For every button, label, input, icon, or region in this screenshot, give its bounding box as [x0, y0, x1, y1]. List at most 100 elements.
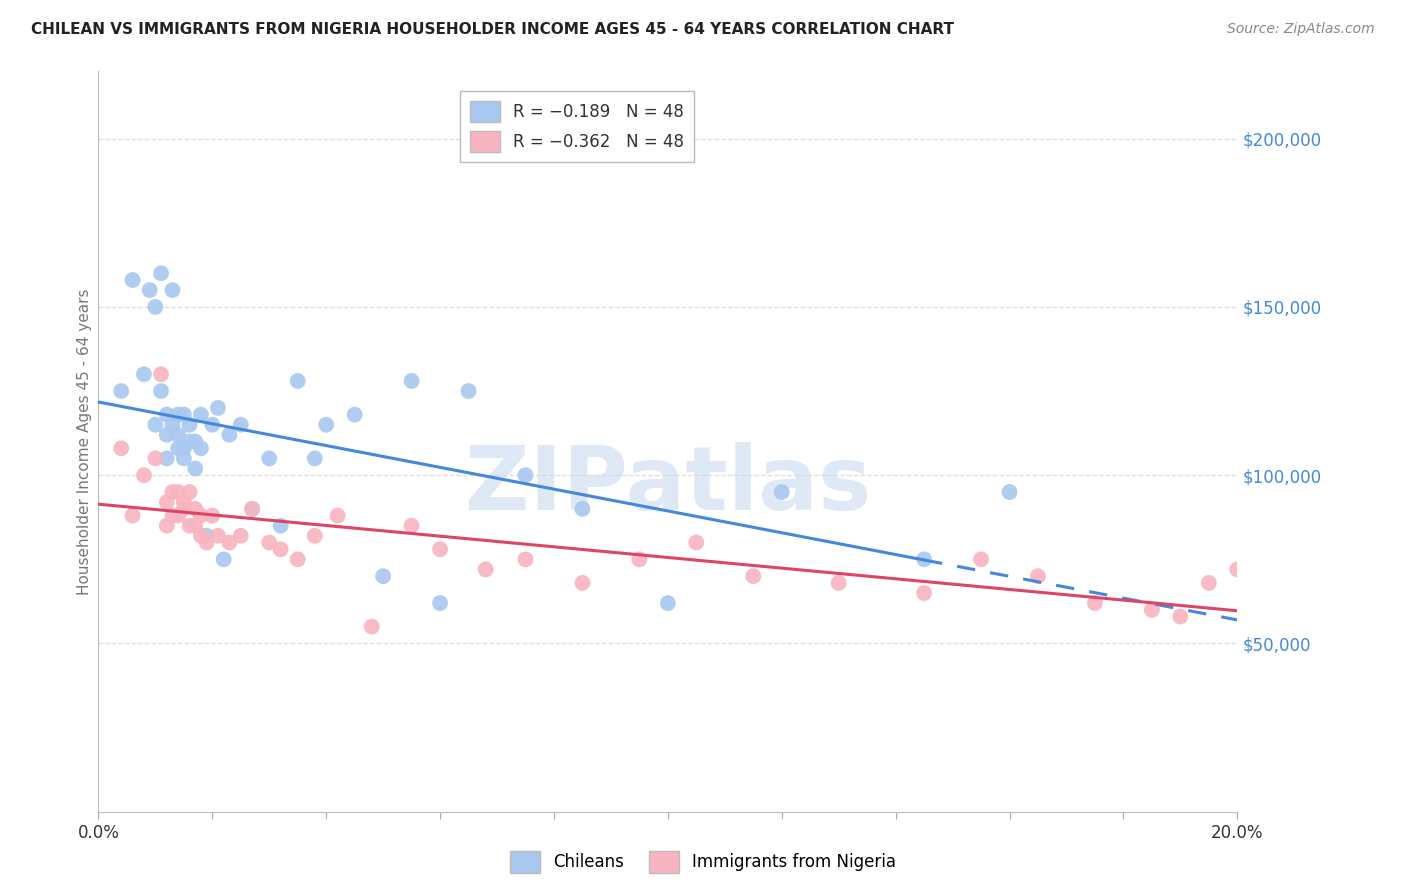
Point — [145, 417, 167, 432]
Point — [162, 283, 184, 297]
Point — [207, 401, 229, 415]
Point — [145, 300, 167, 314]
Point — [770, 485, 793, 500]
Point — [474, 562, 496, 576]
Point — [121, 508, 143, 523]
Point — [184, 461, 207, 475]
Point — [167, 442, 190, 456]
Point — [240, 501, 263, 516]
Point — [167, 408, 190, 422]
Point — [156, 408, 179, 422]
Point — [179, 434, 201, 449]
Point — [167, 508, 190, 523]
Point — [457, 384, 479, 398]
Y-axis label: Householder Income Ages 45 - 64 years: Householder Income Ages 45 - 64 years — [77, 288, 91, 595]
Point — [628, 552, 651, 566]
Point — [132, 368, 155, 382]
Point — [179, 518, 201, 533]
Point — [207, 529, 229, 543]
Point — [156, 518, 179, 533]
Point — [571, 575, 593, 590]
Point — [212, 552, 235, 566]
Point — [173, 451, 195, 466]
Point — [1026, 569, 1049, 583]
Point — [145, 451, 167, 466]
Point — [401, 374, 423, 388]
Text: Source: ZipAtlas.com: Source: ZipAtlas.com — [1227, 22, 1375, 37]
Point — [167, 427, 190, 442]
Point — [150, 266, 173, 280]
Point — [515, 468, 537, 483]
Point — [173, 501, 195, 516]
Point — [201, 508, 224, 523]
Legend: R = −0.189   N = 48, R = −0.362   N = 48: R = −0.189 N = 48, R = −0.362 N = 48 — [460, 91, 695, 162]
Point — [150, 384, 173, 398]
Point — [970, 552, 993, 566]
Point — [167, 485, 190, 500]
Point — [190, 408, 212, 422]
Point — [156, 495, 179, 509]
Point — [138, 283, 160, 297]
Point — [110, 442, 132, 456]
Point — [259, 535, 281, 549]
Point — [326, 508, 349, 523]
Point — [343, 408, 366, 422]
Point — [657, 596, 679, 610]
Point — [162, 508, 184, 523]
Point — [912, 586, 935, 600]
Point — [150, 368, 173, 382]
Point — [121, 273, 143, 287]
Point — [156, 451, 179, 466]
Point — [304, 529, 326, 543]
Point — [184, 518, 207, 533]
Legend: Chileans, Immigrants from Nigeria: Chileans, Immigrants from Nigeria — [503, 845, 903, 880]
Point — [201, 417, 224, 432]
Point — [190, 508, 212, 523]
Point — [270, 542, 292, 557]
Point — [229, 529, 252, 543]
Point — [998, 485, 1021, 500]
Point — [287, 552, 309, 566]
Point — [173, 495, 195, 509]
Point — [162, 485, 184, 500]
Point — [1084, 596, 1107, 610]
Point — [156, 427, 179, 442]
Point — [195, 529, 218, 543]
Point — [184, 501, 207, 516]
Point — [270, 518, 292, 533]
Point — [373, 569, 395, 583]
Point — [571, 501, 593, 516]
Point — [240, 501, 263, 516]
Point — [190, 529, 212, 543]
Point — [515, 552, 537, 566]
Point — [828, 575, 851, 590]
Point — [1140, 603, 1163, 617]
Point — [162, 417, 184, 432]
Point — [173, 442, 195, 456]
Point — [742, 569, 765, 583]
Point — [304, 451, 326, 466]
Point — [287, 374, 309, 388]
Point — [360, 619, 382, 633]
Point — [1198, 575, 1220, 590]
Point — [195, 535, 218, 549]
Point — [190, 442, 212, 456]
Text: ZIPatlas: ZIPatlas — [465, 442, 870, 530]
Point — [401, 518, 423, 533]
Point — [429, 596, 451, 610]
Point — [218, 427, 240, 442]
Point — [110, 384, 132, 398]
Point — [173, 408, 195, 422]
Text: CHILEAN VS IMMIGRANTS FROM NIGERIA HOUSEHOLDER INCOME AGES 45 - 64 YEARS CORRELA: CHILEAN VS IMMIGRANTS FROM NIGERIA HOUSE… — [31, 22, 953, 37]
Point — [179, 485, 201, 500]
Point — [184, 434, 207, 449]
Point — [429, 542, 451, 557]
Point — [1226, 562, 1249, 576]
Point — [179, 417, 201, 432]
Point — [315, 417, 337, 432]
Point — [685, 535, 707, 549]
Point — [132, 468, 155, 483]
Point — [912, 552, 935, 566]
Point — [229, 417, 252, 432]
Point — [259, 451, 281, 466]
